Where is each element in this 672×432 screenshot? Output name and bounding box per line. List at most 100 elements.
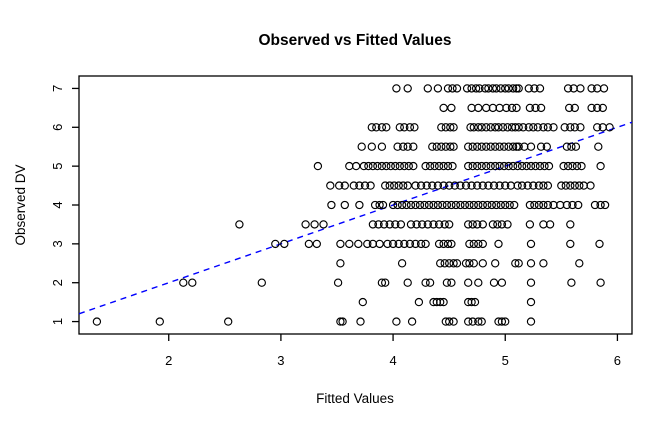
data-point (525, 220, 535, 229)
data-point (422, 181, 431, 190)
data-point (345, 239, 354, 249)
data-point (447, 103, 456, 113)
data-point (280, 239, 289, 249)
data-point (478, 200, 487, 210)
data-point (508, 84, 518, 93)
data-points (92, 84, 614, 326)
data-point (414, 297, 424, 307)
data-point (396, 220, 406, 229)
data-point (539, 200, 548, 210)
data-point (474, 103, 483, 113)
data-point (464, 161, 473, 171)
data-point (412, 220, 421, 229)
data-point (514, 123, 523, 132)
data-point (488, 103, 498, 113)
data-point (475, 84, 484, 93)
data-point (478, 239, 487, 249)
data-point (437, 123, 446, 132)
data-point (544, 161, 554, 171)
data-point (411, 200, 420, 210)
data-point (531, 161, 540, 171)
data-point (461, 259, 471, 268)
data-point (498, 123, 508, 132)
data-point (449, 317, 458, 326)
data-point (377, 278, 387, 287)
data-point (393, 142, 402, 151)
data-point (386, 161, 395, 171)
data-point (570, 181, 579, 190)
data-point (397, 200, 407, 210)
data-point (443, 161, 453, 171)
data-point (526, 278, 536, 287)
data-point (434, 220, 444, 229)
data-point (385, 181, 394, 190)
data-point (495, 103, 504, 113)
data-point (539, 123, 548, 132)
data-point (405, 123, 415, 132)
data-point (540, 161, 549, 171)
data-point (483, 200, 492, 210)
data-point (440, 259, 449, 268)
data-point (403, 84, 412, 93)
data-point (388, 239, 398, 249)
y-tick-label: 5 (50, 163, 65, 170)
data-point (501, 181, 510, 190)
data-point (406, 200, 416, 210)
data-point (534, 181, 544, 190)
data-point (467, 297, 476, 307)
data-point (486, 161, 495, 171)
data-point (446, 123, 455, 132)
data-point (526, 259, 536, 268)
data-point (464, 220, 473, 229)
data-point (338, 317, 347, 326)
x-tick-label: 2 (165, 353, 172, 368)
data-point (406, 220, 416, 229)
plot-title: Observed vs Fitted Values (259, 32, 452, 49)
data-point (524, 123, 533, 132)
data-point (575, 181, 584, 190)
data-point (503, 220, 512, 229)
data-point (449, 259, 458, 268)
data-point (424, 200, 434, 210)
data-point (522, 161, 531, 171)
data-point (355, 181, 364, 190)
data-point (529, 123, 538, 132)
data-point (474, 123, 483, 132)
data-point (409, 161, 418, 171)
data-point (473, 161, 482, 171)
data-point (429, 220, 438, 229)
data-point (536, 103, 546, 113)
data-point (531, 103, 540, 113)
data-point (447, 200, 456, 210)
data-point (477, 161, 486, 171)
data-point (484, 84, 493, 93)
data-point (372, 123, 381, 132)
data-point (400, 123, 409, 132)
data-point (188, 278, 197, 287)
data-point (566, 123, 575, 132)
data-point (377, 142, 387, 151)
data-point (526, 239, 536, 249)
data-point (517, 161, 527, 171)
data-point (416, 239, 426, 249)
data-point (543, 123, 553, 132)
data-point (421, 161, 430, 171)
data-point (393, 200, 402, 210)
data-point (392, 317, 401, 326)
data-point (439, 297, 448, 307)
data-point (368, 161, 378, 171)
data-point (428, 142, 437, 151)
data-point (605, 123, 614, 132)
data-point (466, 123, 475, 132)
data-point (451, 200, 461, 210)
data-point (488, 220, 498, 229)
data-point (388, 200, 398, 210)
data-point (482, 142, 491, 151)
y-tick-label: 3 (50, 240, 65, 247)
data-point (179, 278, 188, 287)
data-point (433, 84, 443, 93)
data-point (499, 142, 509, 151)
data-point (562, 142, 572, 151)
data-point (438, 200, 447, 210)
